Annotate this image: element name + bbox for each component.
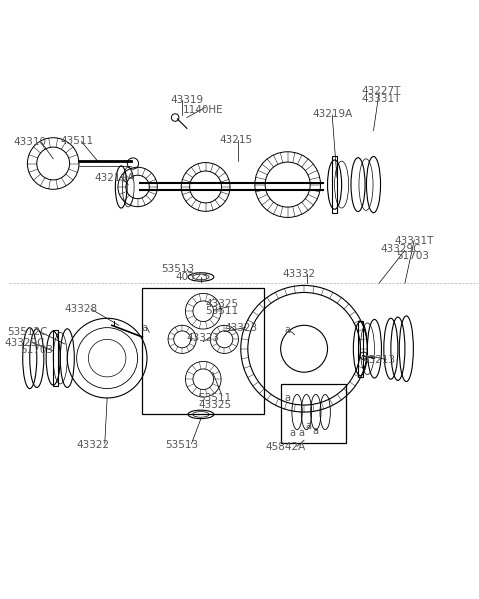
Text: 43310: 43310 bbox=[13, 137, 46, 147]
Text: 43328: 43328 bbox=[65, 304, 98, 314]
Text: a: a bbox=[289, 428, 296, 438]
Text: 43319: 43319 bbox=[171, 95, 204, 105]
Text: 51703: 51703 bbox=[20, 345, 53, 355]
Bar bbox=[142, 288, 264, 415]
Bar bbox=[332, 156, 337, 213]
Text: 43331T: 43331T bbox=[395, 236, 434, 246]
Bar bbox=[281, 384, 346, 443]
Text: 43219A: 43219A bbox=[312, 109, 353, 119]
Text: 43331T: 43331T bbox=[362, 94, 401, 104]
Text: 43227T: 43227T bbox=[362, 86, 401, 96]
Text: 43329C: 43329C bbox=[5, 338, 46, 347]
Text: 40323: 40323 bbox=[175, 273, 208, 283]
Text: a: a bbox=[299, 428, 305, 438]
Text: 43213: 43213 bbox=[363, 355, 396, 365]
Text: 53513: 53513 bbox=[166, 440, 199, 450]
Text: 43511: 43511 bbox=[60, 136, 93, 146]
Text: 43323: 43323 bbox=[187, 334, 220, 343]
Text: 51703: 51703 bbox=[397, 252, 429, 261]
Bar bbox=[53, 330, 58, 386]
Text: a: a bbox=[142, 323, 148, 332]
Text: a: a bbox=[306, 421, 312, 431]
Text: 1140HE: 1140HE bbox=[183, 105, 224, 114]
Text: 43325: 43325 bbox=[205, 299, 239, 309]
Text: 53511: 53511 bbox=[198, 393, 231, 403]
Text: a: a bbox=[285, 393, 291, 403]
Text: 53513: 53513 bbox=[161, 264, 194, 274]
Text: 53511: 53511 bbox=[205, 306, 239, 316]
Text: 43215: 43215 bbox=[219, 135, 252, 145]
Text: 45842A: 45842A bbox=[265, 442, 306, 452]
Text: 53512C: 53512C bbox=[7, 327, 47, 337]
Text: a: a bbox=[285, 325, 291, 335]
Text: 43323: 43323 bbox=[224, 323, 257, 332]
Text: 43219A: 43219A bbox=[94, 173, 134, 183]
Text: 43329C: 43329C bbox=[380, 244, 421, 254]
Text: 43332: 43332 bbox=[283, 269, 316, 279]
Text: 43325: 43325 bbox=[198, 400, 231, 410]
Text: 43322: 43322 bbox=[77, 440, 110, 450]
Text: a: a bbox=[313, 426, 319, 436]
Bar bbox=[358, 320, 363, 377]
